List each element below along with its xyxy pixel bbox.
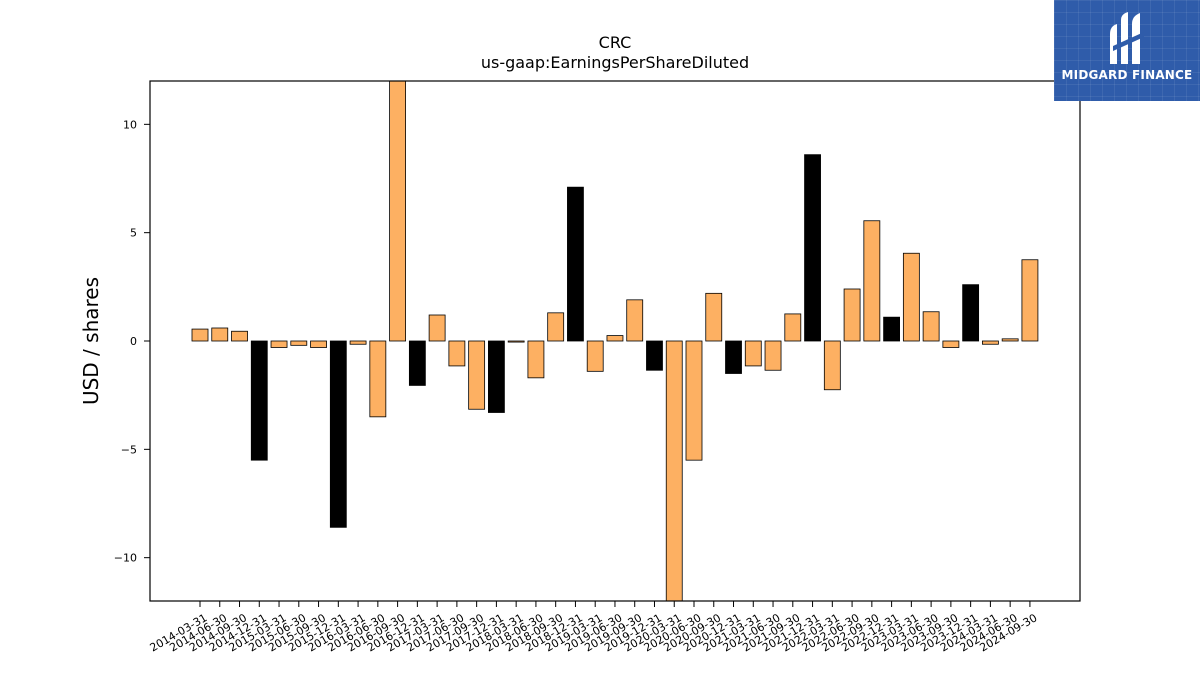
bar-2018-12-31: [567, 186, 584, 342]
bar-2017-12-31: [487, 340, 505, 413]
bar-2021-06-30: [764, 340, 782, 371]
y-axis: −10 −5 0 5 10: [114, 118, 150, 565]
bar-2020-12-31: [725, 340, 742, 374]
chart-subtitle: us-gaap:EarningsPerShareDiluted: [481, 53, 749, 72]
bar-2022-09-30: [863, 220, 881, 342]
bar-2014-12-31: [250, 340, 268, 461]
x-axis: 2014-03-312014-06-302014-09-302014-12-31…: [148, 601, 1039, 654]
bar-2020-09-30: [705, 292, 723, 342]
y-tick-label: −10: [114, 552, 137, 565]
bar-2019-09-30: [626, 299, 644, 342]
bar-2022-03-31: [823, 340, 841, 391]
bar-2018-09-30: [547, 312, 565, 342]
bar-2016-09-30: [389, 81, 407, 342]
bar-2021-12-31: [804, 154, 821, 342]
bar-2018-03-31: [507, 340, 525, 343]
bar-2015-09-30: [310, 340, 327, 348]
chart-title: CRC: [599, 33, 632, 52]
bar-2019-12-31: [646, 340, 663, 371]
bar-2020-06-30: [685, 340, 703, 461]
bar-2016-03-31: [349, 340, 367, 345]
bar-2021-03-31: [744, 340, 762, 367]
bar-2016-06-30: [369, 340, 387, 418]
bar-2024-03-31: [982, 340, 999, 345]
y-tick-label: 5: [130, 227, 137, 240]
y-tick-label: 0: [130, 335, 137, 348]
bar-2017-06-30: [448, 340, 466, 367]
bar-2019-06-30: [606, 335, 624, 342]
logo-text: MIDGARD FINANCE: [1061, 68, 1193, 82]
bar-2020-03-31: [665, 340, 683, 601]
midgard-logo-icon: [1110, 12, 1144, 64]
y-tick-label: −5: [121, 443, 137, 456]
midgard-finance-logo: MIDGARD FINANCE: [1054, 0, 1200, 101]
bar-2022-06-30: [843, 288, 861, 342]
bar-2023-09-30: [942, 340, 960, 348]
bar-2017-03-31: [428, 314, 446, 342]
bar-2017-09-30: [468, 340, 486, 410]
bar-2014-09-30: [231, 330, 248, 342]
bar-2024-09-30: [1021, 259, 1039, 342]
bar-2024-06-30: [1001, 338, 1019, 342]
bars-group: [191, 81, 1039, 601]
bar-2014-03-31: [191, 328, 209, 342]
y-axis-label: USD / shares: [79, 277, 103, 405]
bar-2015-12-31: [329, 340, 347, 528]
bar-2022-12-31: [883, 316, 900, 342]
bar-2015-03-31: [270, 340, 288, 348]
bar-2014-06-30: [211, 327, 229, 342]
y-tick-label: 10: [123, 118, 137, 131]
bar-2023-06-30: [922, 311, 940, 342]
bar-2019-03-31: [586, 340, 604, 372]
bar-2015-06-30: [290, 340, 308, 346]
bar-2016-12-31: [408, 340, 426, 386]
bar-2023-12-31: [962, 284, 980, 342]
bar-2021-09-30: [784, 313, 802, 342]
bar-2023-03-31: [902, 252, 920, 342]
bar-2018-06-30: [527, 340, 545, 379]
